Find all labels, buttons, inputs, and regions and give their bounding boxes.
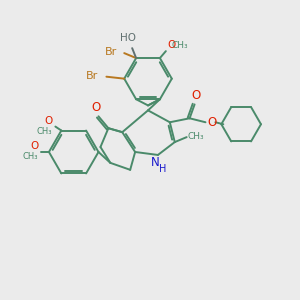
Text: CH₃: CH₃: [22, 152, 38, 161]
Text: H: H: [159, 164, 167, 174]
Text: O: O: [191, 89, 200, 102]
Text: Br: Br: [105, 47, 117, 57]
Text: O: O: [91, 101, 100, 114]
Text: O: O: [44, 116, 52, 126]
Text: N: N: [151, 156, 159, 170]
Text: CH₃: CH₃: [171, 41, 188, 50]
Text: Br: Br: [86, 71, 98, 81]
Text: HO: HO: [120, 33, 136, 43]
Text: O: O: [30, 141, 38, 151]
Text: O: O: [208, 116, 217, 129]
Text: O: O: [168, 40, 176, 50]
Text: CH₃: CH₃: [187, 132, 204, 141]
Text: CH₃: CH₃: [37, 127, 52, 136]
